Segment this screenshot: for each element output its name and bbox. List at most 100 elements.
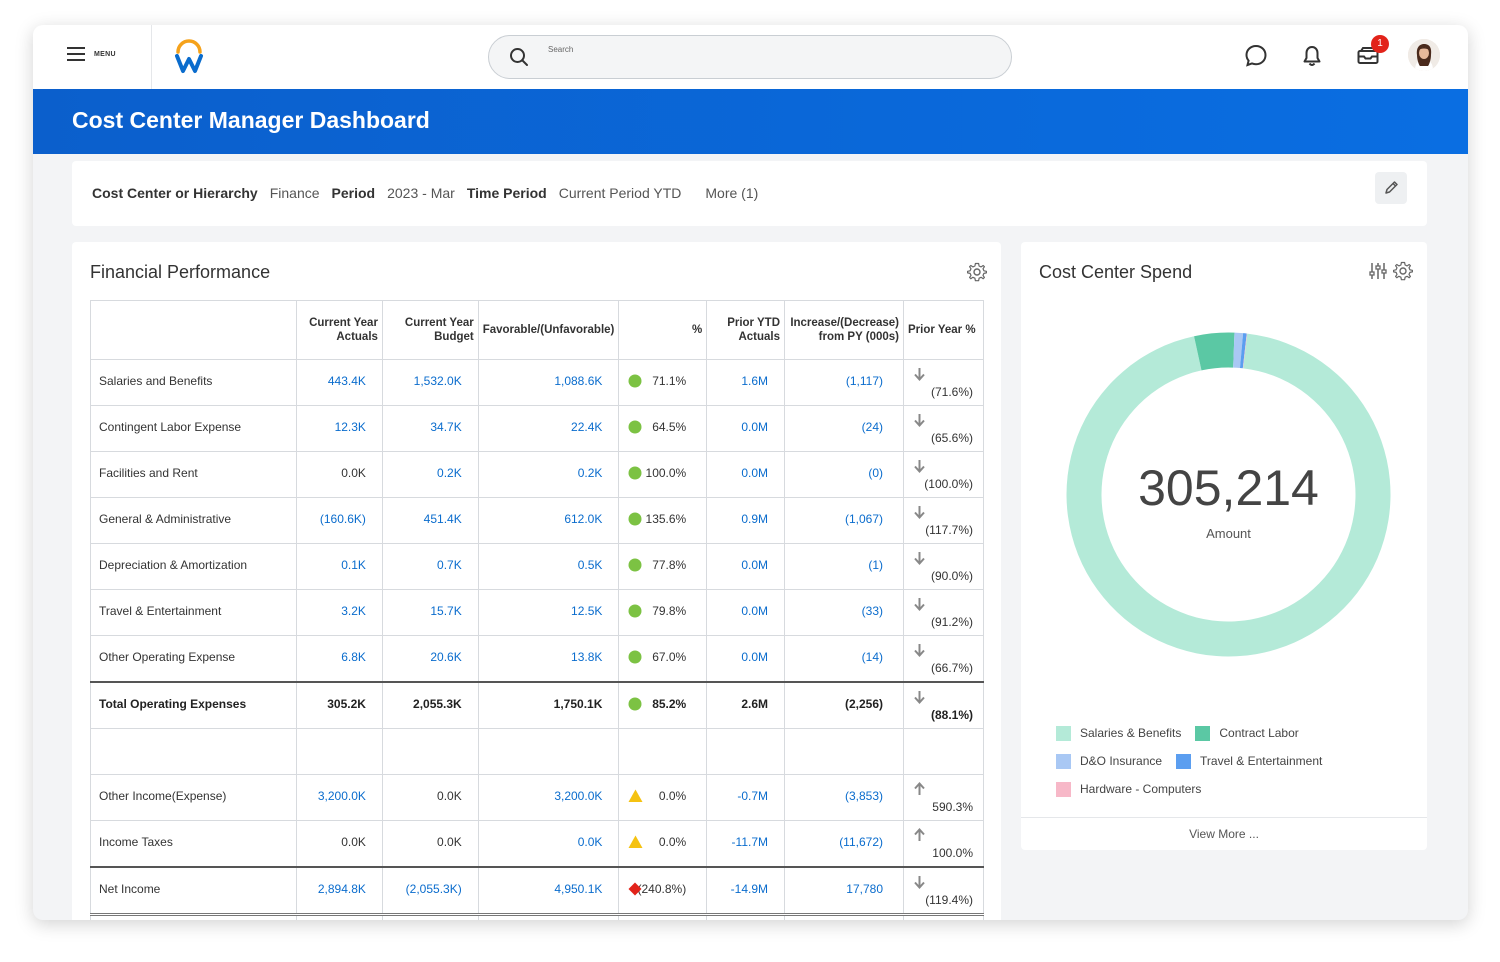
bell-icon[interactable] <box>1299 43 1325 69</box>
increase-value[interactable]: (11,672) <box>839 835 883 849</box>
donut-slice-contract-labor[interactable] <box>1194 332 1235 371</box>
increase-value[interactable] <box>785 916 883 920</box>
increase-value[interactable]: (0) <box>868 466 883 480</box>
column-header[interactable]: Favorable/(Unfavorable) <box>477 300 620 360</box>
prior-ytd-cell: 1.6M <box>706 359 786 406</box>
increase-value[interactable]: (33) <box>861 604 883 618</box>
increase-value[interactable]: (1) <box>868 558 883 572</box>
row-label: Salaries and Benefits <box>99 374 213 388</box>
actuals-value[interactable]: 21 <box>297 916 366 920</box>
empty-cell <box>90 728 298 775</box>
gear-icon[interactable] <box>1393 261 1413 281</box>
filter-sliders-icon[interactable] <box>1368 261 1388 281</box>
column-header[interactable]: Current Year Budget <box>381 300 479 360</box>
edit-filters-button[interactable] <box>1375 172 1407 204</box>
prior-ytd-value[interactable]: 0.0M <box>741 604 769 618</box>
budget-value[interactable]: 1,532.0K <box>413 374 462 388</box>
increase-value[interactable]: (1,067) <box>844 512 883 526</box>
percent-value: 79.8% <box>652 604 687 618</box>
row-label-cell: Other Operating Expense <box>90 635 298 683</box>
table-row: Total Operating Expenses 305.2K 2,055.3K 1,… <box>90 681 984 729</box>
prior-ytd-value[interactable]: 0.0M <box>741 650 769 664</box>
view-more-link[interactable]: View More ... <box>1021 817 1427 850</box>
legend-item[interactable]: Contract Labor <box>1195 725 1299 741</box>
column-header[interactable]: Current Year Actuals <box>296 300 383 360</box>
favorable-value[interactable]: 12.5K <box>571 604 603 618</box>
table-row: Travel & Entertainment 3.2K 15.7K 12.5K 79.8… <box>90 589 984 636</box>
actuals-value[interactable]: 3.2K <box>341 604 366 618</box>
actuals-value[interactable]: 0.1K <box>341 558 366 572</box>
prior-ytd-value[interactable]: -0.7M <box>737 789 769 803</box>
row-label: Contingent Labor Expense <box>99 420 242 434</box>
menu-button[interactable]: MENU <box>67 47 116 61</box>
prior-ytd-value[interactable]: 0.0M <box>741 558 769 572</box>
donut-slice-do-insurance[interactable] <box>1233 332 1244 369</box>
search-bar[interactable]: Search <box>488 35 1012 79</box>
budget-value[interactable]: (2,055.3K) <box>405 882 462 896</box>
row-label: General & Administrative <box>99 512 232 526</box>
donut-slice-travel-entertainment[interactable] <box>1239 333 1247 369</box>
legend-item[interactable]: D&O Insurance <box>1056 753 1162 769</box>
favorable-cell: 1,750.1K <box>477 681 620 729</box>
increase-cell: (24) <box>784 405 904 452</box>
increase-value[interactable]: (14) <box>861 650 883 664</box>
increase-value[interactable]: (3,853) <box>844 789 883 803</box>
legend-item[interactable]: Travel & Entertainment <box>1176 753 1322 769</box>
donut-slice-hardware-computers[interactable] <box>1242 333 1248 369</box>
favorable-value[interactable]: 0.0K <box>577 835 603 849</box>
prior-ytd-cell: -14.9M <box>706 866 786 915</box>
column-header[interactable]: Prior YTD Actuals <box>706 300 786 360</box>
legend-item[interactable]: Salaries & Benefits <box>1056 725 1181 741</box>
prior-ytd-value[interactable]: 0.0M <box>741 466 769 480</box>
legend-item[interactable]: Hardware - Computers <box>1056 781 1201 797</box>
column-header[interactable]: Increase/(Decrease) from PY (000s) <box>784 300 904 360</box>
empty-cell <box>618 728 708 775</box>
budget-value[interactable]: 0.7K <box>437 558 462 572</box>
actuals-value[interactable]: 2,894.8K <box>317 882 366 896</box>
favorable-value[interactable]: 0.2K <box>577 466 603 480</box>
favorable-cell: 612.0K <box>477 497 620 544</box>
cost-center-spend-donut-chart[interactable]: 305,214 Amount <box>1056 322 1401 667</box>
workday-logo-icon[interactable] <box>173 38 205 74</box>
budget-value[interactable]: 15.7K <box>430 604 462 618</box>
arrow-up-icon <box>914 782 925 795</box>
chat-icon[interactable] <box>1243 43 1269 69</box>
prior-ytd-cell: 0.0M <box>706 543 786 590</box>
budget-cell: 0.2K <box>381 451 479 498</box>
column-header[interactable]: Prior Year % <box>903 300 984 360</box>
legend-swatch <box>1056 725 1071 741</box>
prior-ytd-value[interactable]: 0.9M <box>741 512 769 526</box>
more-filters-link[interactable]: More (1) <box>705 185 759 201</box>
favorable-value[interactable]: 1,088.6K <box>554 374 603 388</box>
increase-value[interactable]: (24) <box>861 420 883 434</box>
actuals-value[interactable]: (160.6K) <box>319 512 366 526</box>
actuals-value[interactable]: 443.4K <box>327 374 366 388</box>
prior-ytd-value[interactable]: 21 <box>707 916 768 920</box>
actuals-value[interactable]: 12.3K <box>334 420 366 434</box>
increase-cell: (33) <box>784 589 904 636</box>
increase-value[interactable]: (1,117) <box>845 374 883 388</box>
column-header[interactable]: % <box>618 300 708 360</box>
budget-value[interactable]: 34.7K <box>430 420 462 434</box>
favorable-cell: 0.0K <box>477 820 620 868</box>
favorable-value[interactable]: 0.5K <box>577 558 603 572</box>
actuals-value[interactable]: 6.8K <box>341 650 366 664</box>
actuals-value[interactable]: 3,200.0K <box>317 789 366 803</box>
prior-ytd-value[interactable]: -11.7M <box>731 835 769 849</box>
favorable-value[interactable]: 13.8K <box>571 650 603 664</box>
budget-value[interactable]: 0.2K <box>437 466 462 480</box>
favorable-value[interactable]: 22.4K <box>571 420 603 434</box>
budget-value[interactable]: 451.4K <box>423 512 462 526</box>
avatar[interactable] <box>1408 39 1440 71</box>
favorable-value[interactable]: 3,200.0K <box>554 789 603 803</box>
prior-ytd-value[interactable]: 0.0M <box>741 420 769 434</box>
prior-year-pct-value: 100.0% <box>932 846 973 860</box>
favorable-value[interactable]: 4,950.1K <box>554 882 603 896</box>
favorable-value[interactable]: 612.0K <box>564 512 603 526</box>
gear-icon[interactable] <box>967 262 987 282</box>
prior-ytd-value[interactable]: -14.9M <box>730 882 769 896</box>
prior-ytd-value[interactable]: 1.6M <box>741 374 769 388</box>
budget-value[interactable]: 20.6K <box>430 650 462 664</box>
increase-value[interactable]: 17,780 <box>846 882 883 896</box>
prior-ytd-cell: 0.9M <box>706 497 786 544</box>
